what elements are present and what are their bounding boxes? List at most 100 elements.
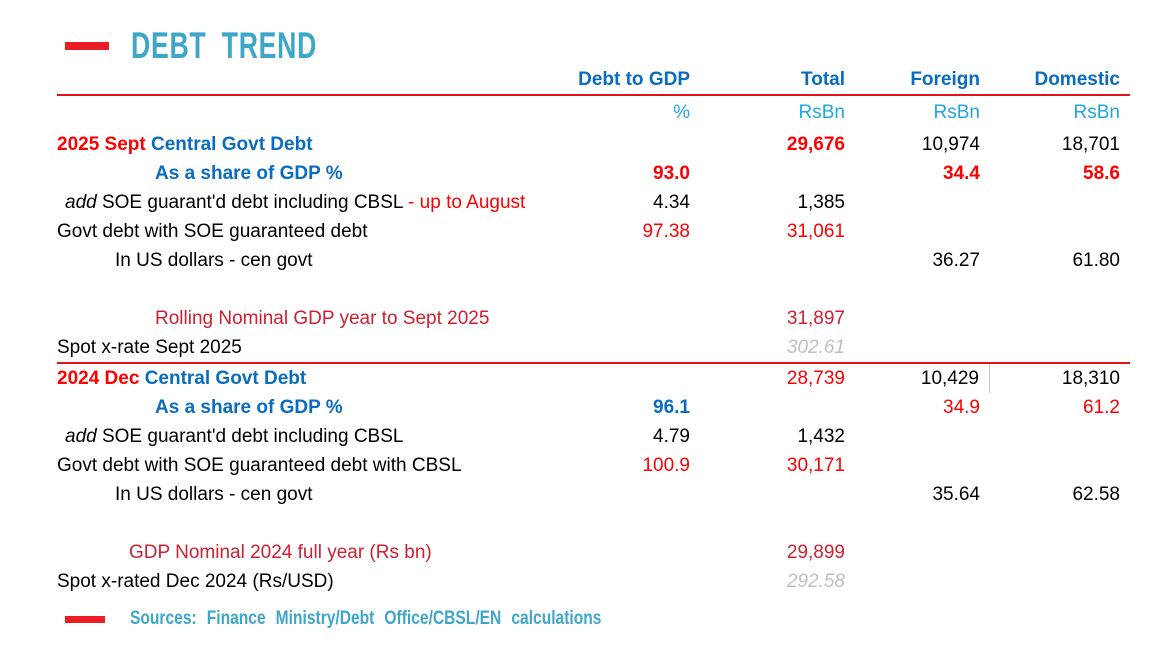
cell-domestic (990, 538, 1130, 567)
row-label: As a share of GDP % (57, 159, 520, 188)
cell-total (700, 246, 855, 275)
cell-domestic: 62.58 (1072, 484, 1120, 505)
cell-domestic: 18,310 (1061, 368, 1120, 389)
table-row: In US dollars - cen govt 35.64 62.58 (57, 480, 1130, 509)
cell-domestic (990, 217, 1130, 246)
cell-debt-to-gdp (520, 275, 700, 304)
cell-total: 292.58 (786, 571, 845, 592)
row-label: In US dollars - cen govt (57, 480, 520, 509)
row-label: As a share of GDP % (57, 393, 520, 422)
section-divider (57, 362, 1130, 364)
cell-foreign (855, 304, 990, 333)
cell-total: 29,676 (786, 134, 845, 155)
cell-debt-to-gdp (520, 480, 700, 509)
cell-debt-to-gdp (520, 246, 700, 275)
cell-foreign (855, 422, 990, 451)
cell-domestic: 58.6 (1083, 163, 1120, 184)
row-label-part: SOE guarant'd debt including CBSL (96, 192, 409, 213)
col-header-foreign: Foreign (910, 69, 980, 90)
cell-debt-to-gdp (520, 364, 700, 393)
cell-foreign: 35.64 (932, 484, 980, 505)
unit-debt-to-gdp: % (673, 102, 690, 123)
cell-foreign (855, 188, 990, 217)
cell-total (700, 393, 855, 422)
row-label: Spot x-rated Dec 2024 (Rs/USD) (57, 567, 520, 596)
cell-total: 31,061 (786, 221, 845, 242)
cell-foreign (855, 217, 990, 246)
row-label: add SOE guarant'd debt including CBSL (57, 422, 520, 451)
cell-foreign (855, 509, 990, 538)
row-label-part: add (65, 192, 97, 213)
table-row: 2024 Dec Central Govt Debt 28,739 10,429 18… (57, 364, 1130, 393)
cell-domestic (990, 275, 1130, 304)
row-label: 2024 Dec Central Govt Debt (57, 364, 520, 393)
cell-foreign (855, 333, 990, 362)
footer-dash-icon (65, 615, 105, 623)
row-label-part: - up to August (408, 192, 526, 213)
cell-domestic (990, 567, 1130, 596)
cell-debt-to-gdp: 96.1 (653, 397, 690, 418)
row-label-part: Central Govt Debt (151, 134, 313, 155)
row-label: add SOE guarant'd debt including CBSL - … (57, 188, 525, 217)
row-label: Rolling Nominal GDP year to Sept 2025 (57, 304, 520, 333)
row-label: Govt debt with SOE guaranteed debt (57, 217, 520, 246)
cell-debt-to-gdp: 4.34 (653, 192, 690, 213)
cell-total: 302.61 (786, 337, 845, 358)
table-row: Spot x-rated Dec 2024 (Rs/USD) 292.58 (57, 567, 1130, 596)
cell-debt-to-gdp: 93.0 (653, 163, 690, 184)
cell-foreign (855, 275, 990, 304)
table-row: In US dollars - cen govt 36.27 61.80 (57, 246, 1130, 275)
row-label (57, 275, 520, 304)
table-row: Govt debt with SOE guaranteed debt with … (57, 451, 1130, 480)
cell-total (700, 159, 855, 188)
cell-foreign: 34.9 (943, 397, 980, 418)
col-header-empty (57, 66, 520, 94)
table-row: As a share of GDP % 93.0 34.4 58.6 (57, 159, 1130, 188)
row-label (57, 509, 520, 538)
cell-debt-to-gdp (520, 567, 700, 596)
col-header-debt-to-gdp: Debt to GDP (578, 69, 690, 90)
row-label-part: In US dollars - cen govt (115, 250, 313, 271)
unit-total: RsBn (798, 102, 845, 123)
table-row: Rolling Nominal GDP year to Sept 2025 31,… (57, 304, 1130, 333)
cell-total (700, 480, 855, 509)
cell-debt-to-gdp (520, 333, 700, 362)
cell-total (700, 509, 855, 538)
unit-empty (57, 96, 520, 130)
cell-domestic: 61.80 (1072, 250, 1120, 271)
header-divider (57, 94, 1130, 96)
cell-domestic (990, 304, 1130, 333)
row-label-part: As a share of GDP % (155, 163, 343, 184)
table-header-row: Debt to GDP Total Foreign Domestic (57, 66, 1130, 94)
row-label-part: Central Govt Debt (144, 368, 307, 389)
cell-total: 31,897 (786, 308, 845, 329)
row-label-part: add (65, 426, 97, 447)
cell-debt-to-gdp (520, 130, 700, 159)
unit-domestic: RsBn (1073, 102, 1120, 123)
title-dash-icon (65, 42, 109, 50)
cell-foreign (855, 451, 990, 480)
cell-foreign: 10,974 (921, 134, 980, 155)
row-label-part: In US dollars - cen govt (115, 484, 313, 505)
row-label-part: SOE guarant'd debt including CBSL (96, 426, 404, 447)
cell-total: 1,432 (797, 426, 845, 447)
cell-domestic: 18,701 (1061, 134, 1120, 155)
row-label: GDP Nominal 2024 full year (Rs bn) (57, 538, 520, 567)
table-row: GDP Nominal 2024 full year (Rs bn) 29,899 (57, 538, 1130, 567)
cell-foreign: 10,429 (855, 364, 990, 393)
cell-debt-to-gdp: 100.9 (642, 455, 690, 476)
cell-foreign: 34.4 (943, 163, 980, 184)
spacer-row (57, 509, 1130, 538)
cell-total: 1,385 (797, 192, 845, 213)
cell-foreign (855, 538, 990, 567)
table-row: Spot x-rate Sept 2025 302.61 (57, 333, 1130, 362)
row-label-part: Rolling Nominal GDP year to Sept 2025 (155, 308, 490, 329)
cell-domestic (990, 509, 1130, 538)
cell-total (700, 275, 855, 304)
table-row: add SOE guarant'd debt including CBSL 4.7… (57, 422, 1130, 451)
cell-debt-to-gdp (520, 304, 700, 333)
title-block: DEBT TREND (65, 25, 389, 66)
row-label-part: 2024 Dec (57, 368, 145, 389)
row-label-part: As a share of GDP % (155, 397, 343, 418)
page-title: DEBT TREND (131, 25, 318, 66)
